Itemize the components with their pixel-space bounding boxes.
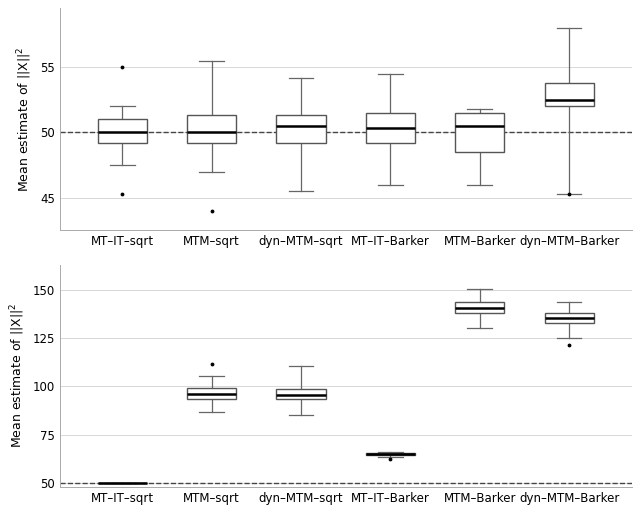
PathPatch shape <box>366 453 415 456</box>
PathPatch shape <box>276 115 326 143</box>
PathPatch shape <box>276 389 326 399</box>
PathPatch shape <box>187 388 236 399</box>
Y-axis label: Mean estimate of ||X||$^2$: Mean estimate of ||X||$^2$ <box>8 303 27 448</box>
PathPatch shape <box>545 313 594 323</box>
PathPatch shape <box>366 113 415 143</box>
PathPatch shape <box>455 113 504 152</box>
PathPatch shape <box>545 83 594 106</box>
PathPatch shape <box>98 120 147 143</box>
PathPatch shape <box>187 115 236 143</box>
PathPatch shape <box>455 303 504 313</box>
Y-axis label: Mean estimate of ||X||$^2$: Mean estimate of ||X||$^2$ <box>16 47 35 192</box>
